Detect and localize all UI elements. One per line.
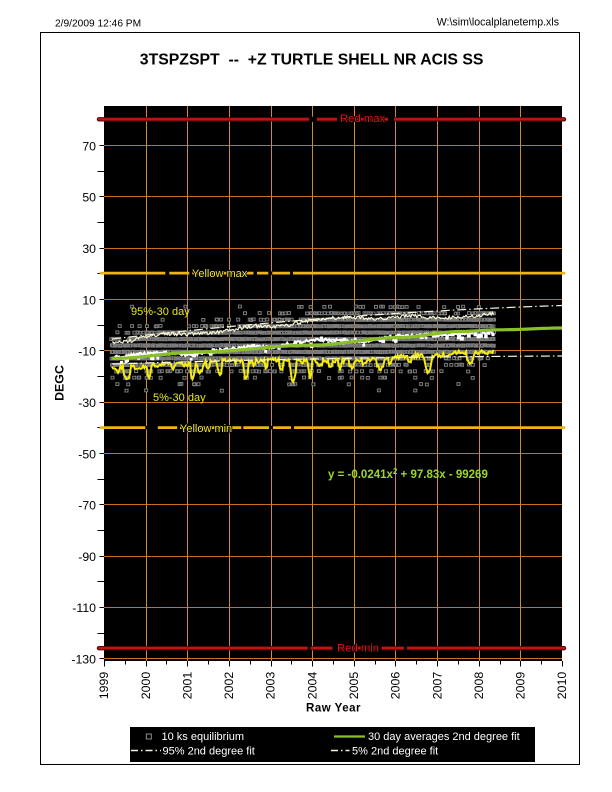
svg-text:2005: 2005 — [347, 672, 361, 700]
svg-text:Red min: Red min — [337, 642, 379, 654]
svg-text:-90: -90 — [78, 550, 96, 564]
svg-text:2/9/2009 12:46 PM: 2/9/2009 12:46 PM — [55, 18, 141, 29]
svg-text:30 day averages 2nd degree fit: 30 day averages 2nd degree fit — [368, 731, 520, 743]
svg-text:2003: 2003 — [264, 672, 278, 700]
svg-text:-130: -130 — [71, 653, 96, 667]
svg-text:3TSPZSPT -- +Z TURTLE SHELL: 3TSPZSPT -- +Z TURTLE SHELL NR ACIS SS — [140, 52, 484, 69]
svg-text:70: 70 — [82, 139, 96, 153]
svg-text:-50: -50 — [78, 447, 96, 461]
svg-text:Yellow max: Yellow max — [192, 268, 248, 280]
svg-text:DEGC: DEGC — [52, 365, 66, 401]
svg-text:1999: 1999 — [97, 672, 111, 700]
svg-text:10: 10 — [82, 293, 96, 307]
svg-text:95%-30 day: 95%-30 day — [131, 306, 190, 318]
svg-text:5% 2nd degree fit: 5% 2nd degree fit — [352, 746, 438, 758]
svg-text:2010: 2010 — [555, 672, 569, 700]
svg-text:Yellow min: Yellow min — [180, 423, 232, 435]
svg-text:10 ks equilibrium: 10 ks equilibrium — [162, 731, 245, 743]
svg-text:95% 2nd degree fit: 95% 2nd degree fit — [163, 746, 255, 758]
svg-text:Red max: Red max — [340, 113, 386, 125]
svg-text:2008: 2008 — [472, 672, 486, 700]
svg-text:5%-30 day: 5%-30 day — [153, 392, 206, 404]
svg-text:30: 30 — [82, 242, 96, 256]
svg-text:y = -0.0241x2 + 97.83x - 99269: y = -0.0241x2 + 97.83x - 99269 — [328, 467, 488, 481]
svg-text:-70: -70 — [78, 499, 96, 513]
svg-text:2002: 2002 — [222, 672, 236, 700]
svg-text:-30: -30 — [78, 396, 96, 410]
svg-text:2006: 2006 — [389, 672, 403, 700]
svg-text:2001: 2001 — [181, 672, 195, 700]
svg-text:2007: 2007 — [430, 672, 444, 700]
svg-text:2009: 2009 — [514, 672, 528, 700]
svg-text:2000: 2000 — [139, 672, 153, 700]
svg-text:2004: 2004 — [305, 672, 319, 700]
svg-text:-10: -10 — [78, 345, 96, 359]
svg-text:Raw Year: Raw Year — [306, 703, 361, 715]
svg-text:50: 50 — [82, 191, 96, 205]
svg-text:W:\sim\localplanetemp.xls: W:\sim\localplanetemp.xls — [437, 16, 559, 28]
svg-text:-110: -110 — [72, 601, 96, 615]
